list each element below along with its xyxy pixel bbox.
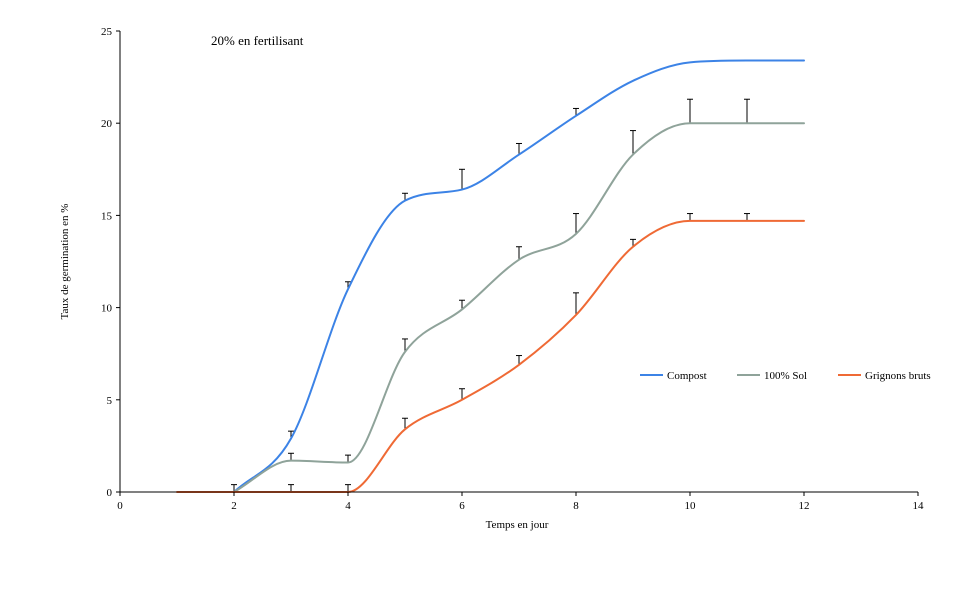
x-tick-label: 2 [231, 500, 237, 512]
chart-annotation: 20% en fertilisant [211, 33, 304, 48]
y-tick-label: 0 [107, 487, 113, 499]
x-tick-label: 6 [459, 500, 465, 512]
legend-label: Compost [667, 370, 707, 382]
series-line-2 [176, 219, 805, 494]
y-tick-label: 20 [101, 118, 113, 130]
legend-label: 100% Sol [764, 370, 807, 382]
legend-label: Grignons bruts [865, 370, 931, 382]
axes: 0 5 10 15 20 25 0 2 4 6 8 10 12 14 [101, 26, 924, 512]
series-line-1 [233, 122, 805, 493]
y-tick-label: 15 [101, 210, 113, 222]
y-axis-title: Taux de germination en % [59, 204, 71, 320]
y-tick-label: 10 [101, 303, 113, 315]
x-tick-label: 10 [685, 500, 697, 512]
y-tick-label: 25 [101, 26, 113, 38]
error-bars [231, 98, 750, 492]
y-ticks: 0 5 10 15 20 25 [101, 26, 120, 499]
x-axis-title: Temps en jour [486, 519, 549, 531]
series-lines [176, 59, 805, 494]
x-tick-label: 4 [345, 500, 351, 512]
x-tick-label: 0 [117, 500, 123, 512]
x-tick-label: 8 [573, 500, 579, 512]
x-ticks: 0 2 4 6 8 10 12 14 [117, 492, 924, 512]
legend: Compost 100% Sol Grignons bruts [640, 370, 931, 382]
y-tick-label: 5 [107, 395, 113, 407]
x-tick-label: 12 [799, 500, 810, 512]
series-line-0 [233, 59, 805, 493]
x-tick-label: 14 [913, 500, 925, 512]
